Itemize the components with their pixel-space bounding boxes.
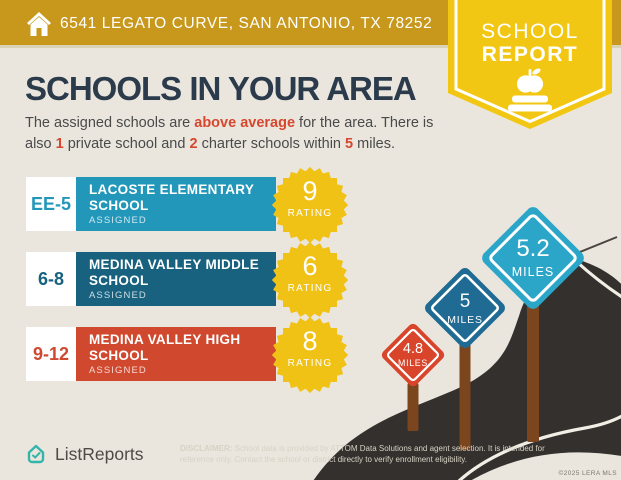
- intro-seg: miles.: [353, 135, 396, 152]
- mile-sign-4-8: 4.8 MILES: [381, 323, 445, 387]
- school-row-middle: 6-8 MEDINA VALLEY MIDDLE SCHOOL ASSIGNED: [26, 252, 276, 306]
- school-bar: MEDINA VALLEY HIGH SCHOOL ASSIGNED: [76, 327, 276, 381]
- school-status: ASSIGNED: [89, 365, 147, 377]
- rating-label: RATING: [287, 283, 333, 294]
- sign-post: [527, 300, 539, 442]
- mile-sign-5-2: 5.2 MILES: [482, 207, 584, 309]
- school-name: LACOSTE ELEMENTARY SCHOOL: [89, 181, 254, 213]
- disclaimer-label: DISCLAIMER:: [180, 444, 233, 453]
- rating-badge-middle: 6 RATING: [271, 241, 349, 319]
- sign-unit: MILES: [512, 265, 555, 279]
- intro-highlight: above average: [194, 115, 296, 131]
- school-status: ASSIGNED: [89, 215, 147, 227]
- school-report-badge: SCHOOL REPORT: [448, 0, 612, 129]
- page-title: SCHOOLS IN YOUR AREA: [25, 70, 417, 107]
- badge-line2: REPORT: [482, 43, 579, 66]
- intro-text: The assigned schools are above average f…: [25, 113, 463, 154]
- sign-unit: MILES: [398, 358, 428, 368]
- school-list: EE-5 LACOSTE ELEMENTARY SCHOOL ASSIGNED …: [26, 177, 276, 402]
- listreports-wordmark: ListReports: [55, 443, 144, 464]
- rating-value: 9: [302, 176, 318, 206]
- rating-value: 6: [302, 251, 318, 281]
- grade-range: 6-8: [26, 252, 76, 306]
- rating-badge-elementary: 9 RATING: [271, 166, 349, 244]
- rating-label: RATING: [287, 358, 333, 369]
- rating-value: 8: [302, 326, 318, 356]
- badge-line1: SCHOOL: [481, 20, 579, 43]
- road: [313, 257, 621, 480]
- disclaimer-text: DISCLAIMER: School data is provided by A…: [180, 444, 548, 466]
- property-address: 6541 LEGATO CURVE, SAN ANTONIO, TX 78252: [60, 15, 433, 32]
- listreports-house-icon: [27, 444, 45, 464]
- listreports-logo: ListReports: [25, 443, 144, 465]
- grade-range: EE-5: [26, 177, 76, 231]
- school-bar: LACOSTE ELEMENTARY SCHOOL ASSIGNED: [76, 177, 276, 231]
- mls-copyright: ©2025 LERA MLS: [558, 470, 617, 477]
- school-bar: MEDINA VALLEY MIDDLE SCHOOL ASSIGNED: [76, 252, 276, 306]
- disclaimer-body: School data is provided by ATTOM Data So…: [180, 444, 545, 464]
- school-status: ASSIGNED: [89, 290, 147, 302]
- rating-label: RATING: [287, 208, 333, 219]
- mile-sign-5: 5 MILES: [425, 268, 505, 348]
- sign-unit: MILES: [447, 314, 483, 326]
- apple-books-icon: [508, 68, 552, 112]
- intro-seg: private school and: [63, 135, 190, 152]
- sign-post: [459, 342, 471, 450]
- rating-badge-high: 8 RATING: [271, 316, 349, 394]
- school-name: MEDINA VALLEY MIDDLE SCHOOL: [89, 256, 260, 288]
- school-row-high: 9-12 MEDINA VALLEY HIGH SCHOOL ASSIGNED: [26, 327, 276, 381]
- school-row-elementary: EE-5 LACOSTE ELEMENTARY SCHOOL ASSIGNED: [26, 177, 276, 231]
- grade-range: 9-12: [26, 327, 76, 381]
- sign-value: 5: [460, 291, 471, 312]
- sign-value: 4.8: [403, 341, 423, 357]
- charter-school-count: 2: [189, 135, 198, 152]
- private-school-count: 1: [55, 135, 64, 152]
- intro-seg: The assigned schools are: [25, 115, 195, 131]
- intro-seg: for the area. There is also: [25, 115, 434, 152]
- road-lane-line: [457, 260, 621, 480]
- sign-value: 5.2: [516, 235, 549, 262]
- sign-post: [407, 383, 419, 431]
- school-name: MEDINA VALLEY HIGH SCHOOL: [89, 331, 241, 363]
- home-icon: [27, 12, 51, 36]
- intro-seg: charter schools within: [197, 135, 346, 152]
- radius-miles: 5: [345, 135, 354, 152]
